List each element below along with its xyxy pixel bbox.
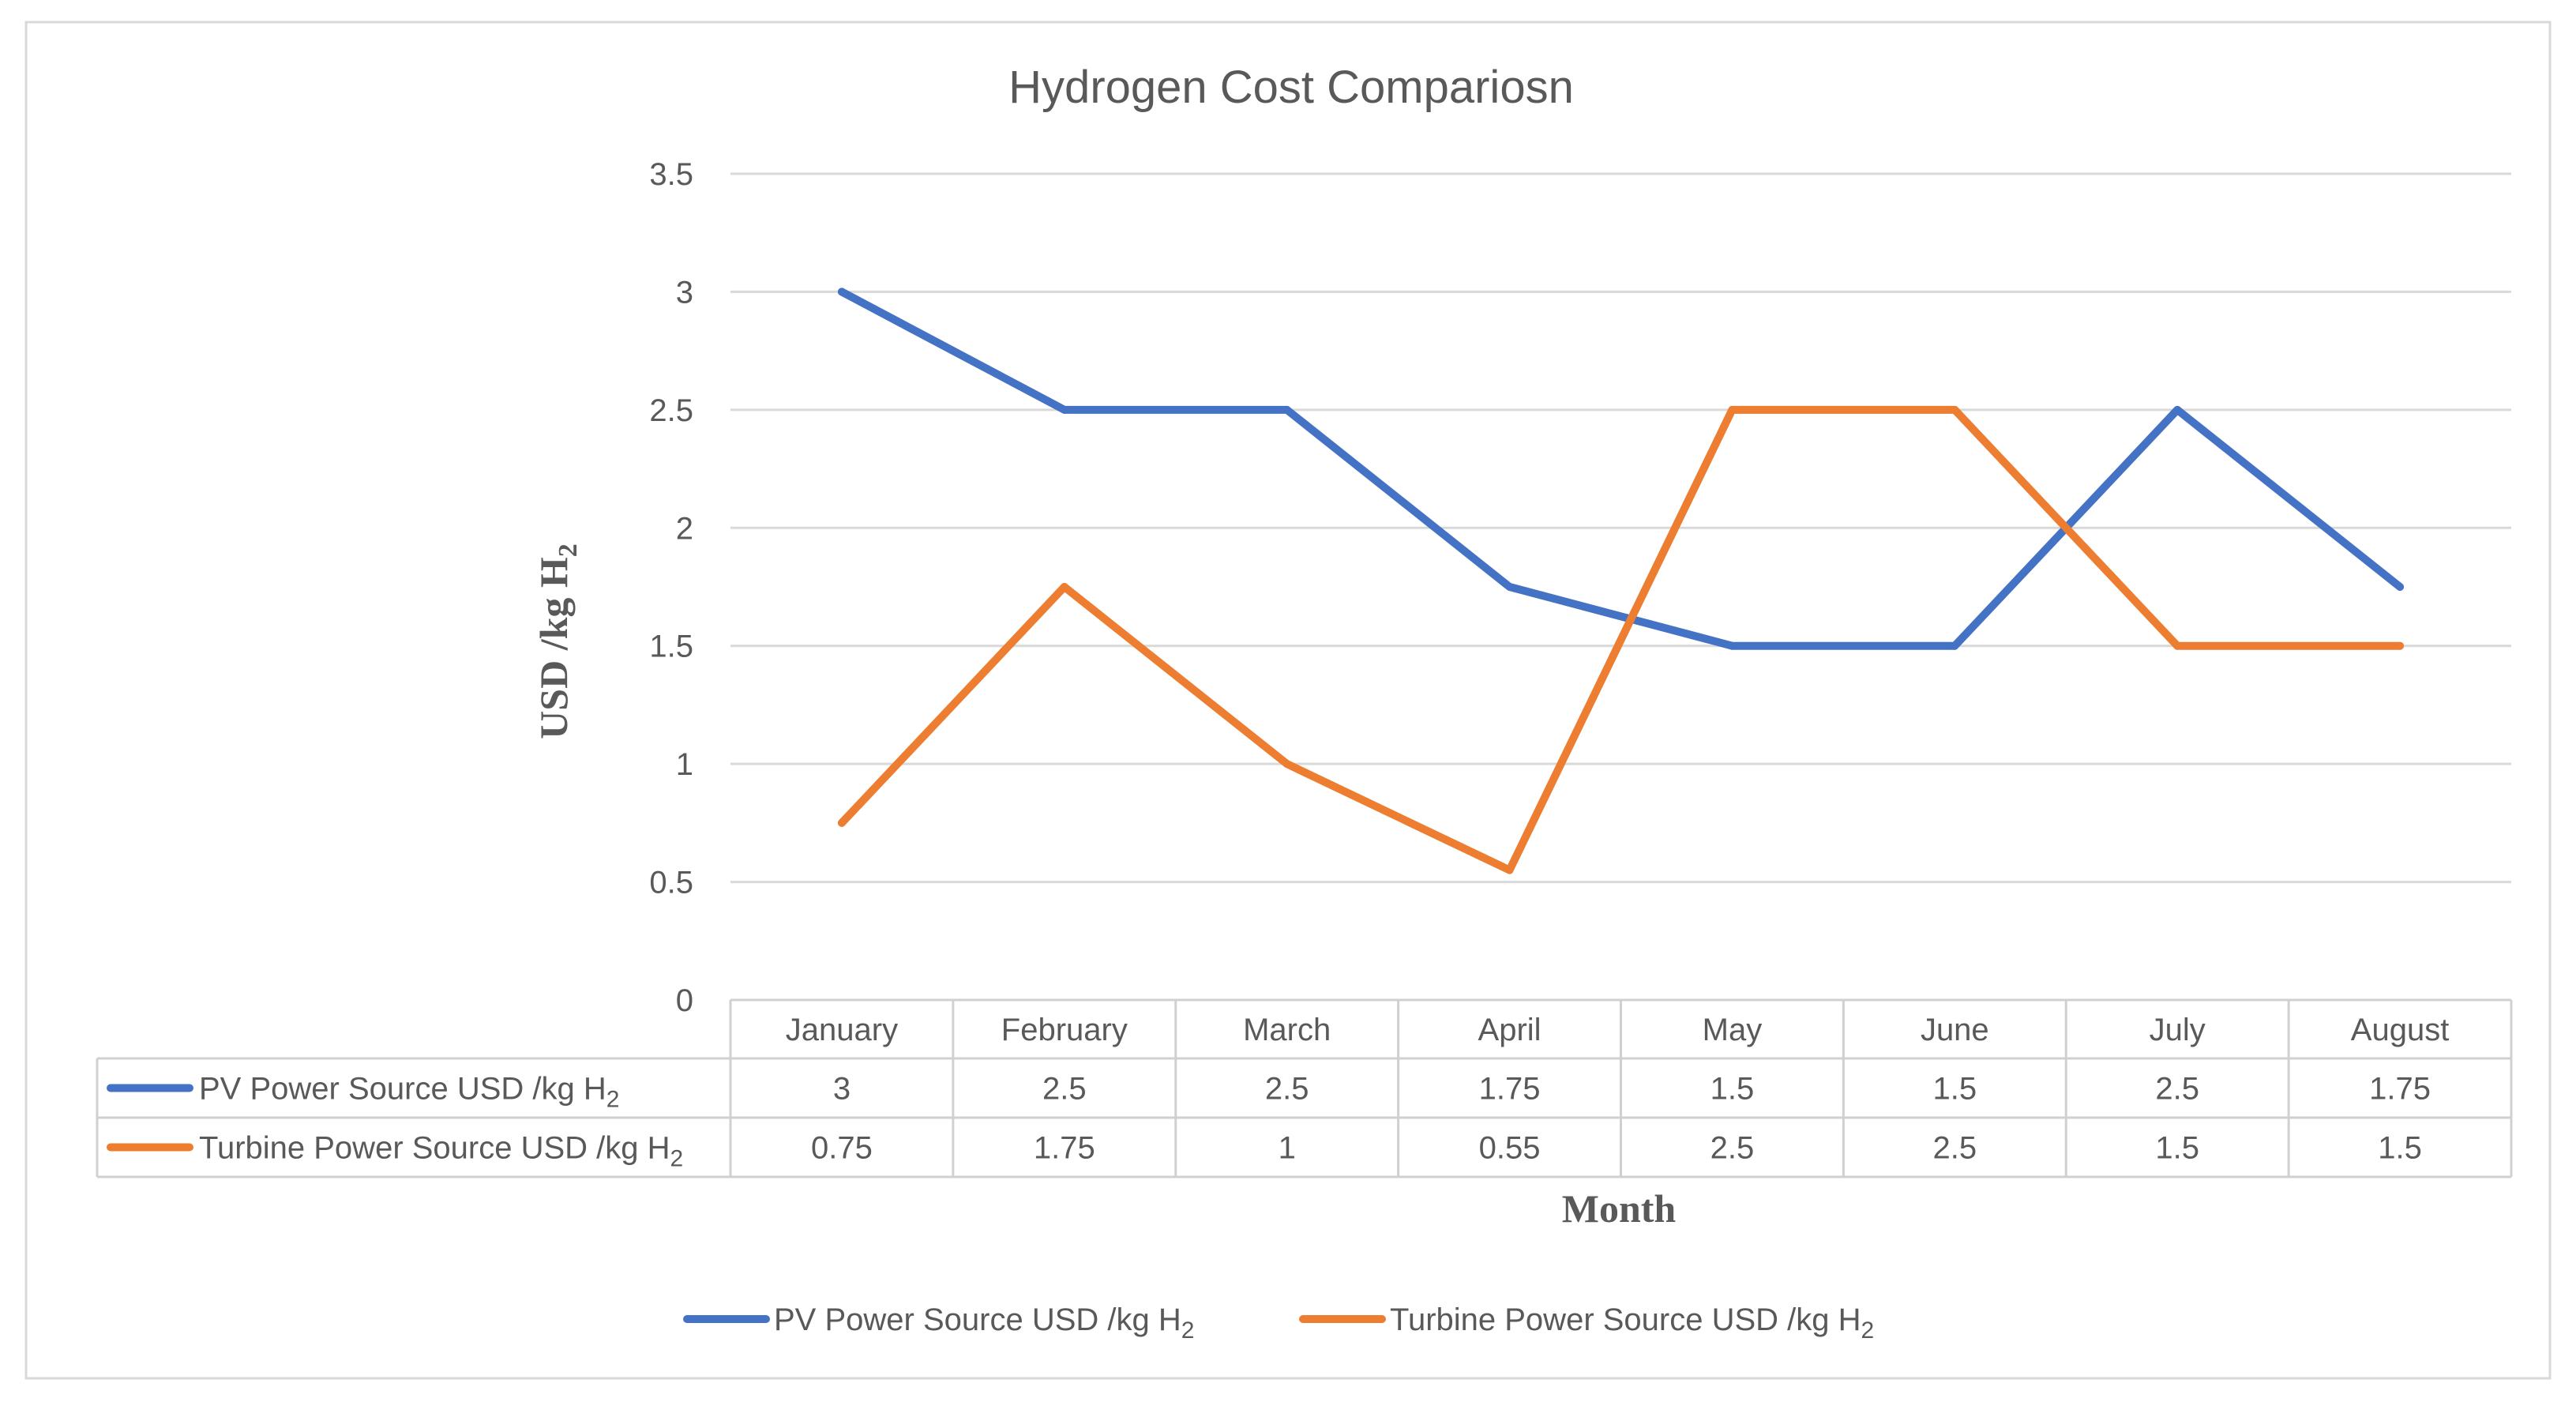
- data-point: [1951, 405, 1959, 414]
- legend-label-1: PV Power Source USD /kg H2: [774, 1302, 1194, 1344]
- y-axis-ticks: 0 0.5 1 1.5 2 2.5 3 3.5: [649, 157, 693, 1018]
- table-value: 0.55: [1479, 1131, 1541, 1166]
- data-point: [1951, 641, 1959, 650]
- table-value: 1: [1279, 1131, 1296, 1166]
- x-category-label: February: [1001, 1013, 1128, 1047]
- data-point: [1728, 405, 1737, 414]
- table-series-name: PV Power Source USD /kg H2: [199, 1072, 619, 1113]
- data-table: January February March April May June July Augu…: [96, 998, 2513, 1178]
- y-axis-title-subscript: 2: [554, 543, 583, 557]
- table-value: 3: [833, 1072, 851, 1107]
- y-axis-title: USD /kg H2: [531, 543, 583, 739]
- y-tick-label: 0.5: [649, 866, 693, 900]
- table-value: 1.5: [2378, 1131, 2422, 1166]
- table-value: 1.5: [1710, 1072, 1755, 1107]
- legend-label-main: Turbine Power Source USD /kg H: [1390, 1302, 1861, 1337]
- table-series-name-main: Turbine Power Source USD /kg H: [199, 1131, 670, 1166]
- x-category-label: April: [1478, 1013, 1541, 1047]
- data-point: [837, 288, 846, 296]
- table-series-name-main: PV Power Source USD /kg H: [199, 1072, 606, 1107]
- table-value: 2.5: [1265, 1072, 1309, 1107]
- y-tick-label: 2.5: [649, 393, 693, 428]
- table-value: 2.5: [1042, 1072, 1087, 1107]
- series-line-1: [837, 288, 2405, 650]
- legend-label-2: Turbine Power Source USD /kg H2: [1390, 1302, 1874, 1344]
- data-point: [1505, 583, 1514, 591]
- legend-label-subscript: 2: [1181, 1317, 1195, 1344]
- data-point: [837, 818, 846, 827]
- data-point: [1728, 641, 1737, 650]
- data-point: [1060, 405, 1068, 414]
- series-line-2: [837, 405, 2405, 874]
- legend-label-main: PV Power Source USD /kg H: [774, 1302, 1181, 1337]
- x-category-label: August: [2351, 1013, 2450, 1047]
- table-series-name-subscript: 2: [606, 1087, 620, 1113]
- data-point: [1282, 760, 1291, 769]
- x-category-label: July: [2150, 1013, 2206, 1047]
- data-point: [2396, 641, 2405, 650]
- chart-title: Hydrogen Cost Compariosn: [1008, 62, 1574, 113]
- y-tick-label: 1.5: [649, 630, 693, 664]
- x-category-label: May: [1703, 1013, 1763, 1047]
- table-series-name: Turbine Power Source USD /kg H2: [199, 1131, 683, 1172]
- legend-label-subscript: 2: [1861, 1317, 1875, 1344]
- x-axis-title: Month: [1562, 1186, 1677, 1231]
- data-point: [1505, 866, 1514, 874]
- y-tick-label: 3.5: [649, 157, 693, 192]
- y-tick-label: 0: [676, 983, 693, 1018]
- legend: PV Power Source USD /kg H2 Turbine Power …: [683, 1302, 1874, 1344]
- x-category-label: January: [786, 1013, 898, 1047]
- table-value: 1.5: [1933, 1072, 1977, 1107]
- data-point: [2173, 641, 2182, 650]
- data-point: [1282, 405, 1291, 414]
- table-series-name-subscript: 2: [670, 1146, 684, 1172]
- y-axis-title-main: USD /kg H: [531, 557, 576, 739]
- table-value: 1.5: [2155, 1131, 2199, 1166]
- x-category-label: June: [1921, 1013, 1989, 1047]
- table-value: 2.5: [1710, 1131, 1755, 1166]
- series-lines: [837, 288, 2405, 874]
- y-tick-label: 3: [676, 275, 693, 310]
- chart-frame: [24, 21, 2552, 1380]
- x-category-label: March: [1243, 1013, 1331, 1047]
- table-value: 0.75: [811, 1131, 873, 1166]
- table-value: 1.75: [2369, 1072, 2431, 1107]
- table-value: 2.5: [2155, 1072, 2199, 1107]
- data-point: [2396, 583, 2405, 591]
- y-tick-label: 2: [676, 511, 693, 546]
- data-point: [2173, 405, 2182, 414]
- table-value: 2.5: [1933, 1131, 1977, 1166]
- table-value: 1.75: [1034, 1131, 1095, 1166]
- table-value: 1.75: [1479, 1072, 1541, 1107]
- y-tick-label: 1: [676, 747, 693, 782]
- data-point: [1060, 583, 1068, 591]
